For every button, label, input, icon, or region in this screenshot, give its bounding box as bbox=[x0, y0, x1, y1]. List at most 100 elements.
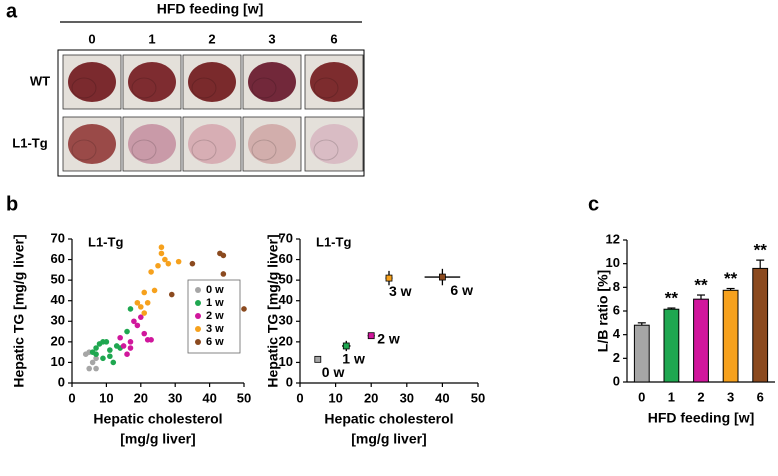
liver-lobe bbox=[313, 139, 339, 161]
point bbox=[342, 342, 350, 350]
point bbox=[124, 351, 130, 358]
point bbox=[138, 314, 144, 320]
point-label: 1 w bbox=[342, 351, 365, 367]
liver-lobe bbox=[191, 139, 217, 161]
point bbox=[220, 271, 227, 277]
panel-label: a bbox=[6, 0, 18, 22]
legend-swatch bbox=[195, 326, 201, 332]
point bbox=[148, 337, 154, 343]
x-tick-label: 30 bbox=[400, 390, 414, 405]
column-label: 3 bbox=[268, 31, 275, 46]
chart-title: L1-Tg bbox=[88, 234, 123, 249]
point bbox=[148, 269, 154, 275]
point bbox=[241, 306, 247, 312]
point bbox=[89, 359, 96, 366]
point bbox=[124, 328, 130, 335]
liver-lobe bbox=[313, 77, 339, 99]
bar bbox=[722, 289, 739, 383]
point bbox=[189, 260, 196, 267]
x-tick-label: 50 bbox=[471, 390, 485, 405]
x-tick-label: 10 bbox=[99, 390, 113, 405]
point bbox=[162, 256, 168, 263]
point bbox=[134, 322, 141, 329]
liver-lobe bbox=[131, 139, 157, 161]
point bbox=[314, 355, 322, 363]
point bbox=[127, 339, 134, 345]
bar bbox=[752, 267, 769, 383]
x-tick-label: 20 bbox=[134, 390, 148, 405]
bar bbox=[663, 308, 680, 383]
y-tick-label: 8 bbox=[613, 279, 620, 294]
liver-lobe bbox=[131, 77, 157, 99]
row-label: WT bbox=[30, 73, 50, 88]
x-tick-label: 1 bbox=[668, 389, 675, 404]
legend-label: 0 w bbox=[206, 284, 224, 296]
y-tick-label: 0 bbox=[286, 374, 293, 389]
panel-label: c bbox=[588, 193, 599, 215]
point-label: 0 w bbox=[322, 364, 345, 380]
chart-title: L1-Tg bbox=[316, 234, 351, 249]
y-tick-label: 70 bbox=[279, 230, 293, 245]
liver-lobe bbox=[71, 139, 97, 161]
y-tick-label: 0 bbox=[613, 373, 620, 388]
x-tick-label: 0 bbox=[68, 390, 75, 405]
y-tick-label: 12 bbox=[606, 231, 620, 246]
liver-lobe bbox=[251, 139, 277, 161]
x-tick-label: 30 bbox=[168, 390, 182, 405]
point bbox=[144, 299, 151, 306]
point bbox=[168, 291, 175, 298]
point bbox=[438, 273, 446, 281]
y-axis-label: Hepatic TG [mg/g liver] bbox=[265, 234, 281, 387]
point bbox=[103, 339, 110, 345]
point bbox=[93, 345, 99, 351]
point bbox=[86, 365, 92, 372]
y-tick-label: 40 bbox=[51, 292, 65, 307]
y-axis-label: L/B ratio [%] bbox=[595, 270, 611, 352]
point bbox=[158, 250, 165, 257]
point bbox=[131, 318, 137, 325]
column-label: 2 bbox=[208, 31, 215, 46]
x-axis-label: HFD feeding [w] bbox=[648, 410, 755, 426]
x-tick-label: 6 bbox=[757, 389, 764, 404]
point bbox=[93, 355, 99, 362]
point bbox=[107, 347, 113, 353]
y-tick-label: 60 bbox=[279, 251, 293, 266]
liver-lobe bbox=[71, 77, 97, 99]
point bbox=[134, 299, 141, 306]
point bbox=[141, 289, 148, 296]
y-tick-label: 70 bbox=[51, 230, 65, 245]
x-tick-label: 40 bbox=[435, 390, 449, 405]
point bbox=[93, 351, 99, 358]
y-tick-label: 6 bbox=[613, 302, 620, 317]
point bbox=[141, 330, 148, 337]
x-tick-label: 3 bbox=[727, 389, 734, 404]
column-label: 0 bbox=[88, 31, 95, 46]
point-label: 6 w bbox=[450, 282, 473, 298]
y-tick-label: 10 bbox=[51, 354, 65, 369]
photo-grid-title: HFD feeding [w] bbox=[157, 1, 264, 17]
x-tick-label: 50 bbox=[237, 390, 251, 405]
photo-frame bbox=[57, 49, 365, 177]
point bbox=[385, 274, 393, 282]
y-tick-label: 0 bbox=[58, 374, 65, 389]
x-axis-label: [mg/g liver] bbox=[351, 431, 426, 447]
x-tick-label: 0 bbox=[296, 390, 303, 405]
y-axis-label: Hepatic TG [mg/g liver] bbox=[11, 234, 27, 387]
point bbox=[127, 345, 134, 351]
legend-swatch bbox=[195, 300, 201, 306]
liver-lobe bbox=[191, 77, 217, 99]
y-tick-label: 4 bbox=[613, 326, 621, 341]
x-tick-label: 40 bbox=[202, 390, 216, 405]
legend-swatch bbox=[195, 339, 201, 345]
significance: ** bbox=[754, 241, 768, 260]
y-tick-label: 2 bbox=[613, 350, 620, 365]
y-tick-label: 60 bbox=[51, 251, 65, 266]
point bbox=[107, 353, 113, 360]
column-label: 1 bbox=[148, 31, 155, 46]
x-axis-label: Hepatic cholesterol bbox=[93, 411, 222, 427]
legend-label: 3 w bbox=[206, 323, 224, 335]
point-label: 3 w bbox=[389, 283, 412, 299]
bar bbox=[633, 324, 650, 383]
y-tick-label: 50 bbox=[51, 272, 65, 287]
